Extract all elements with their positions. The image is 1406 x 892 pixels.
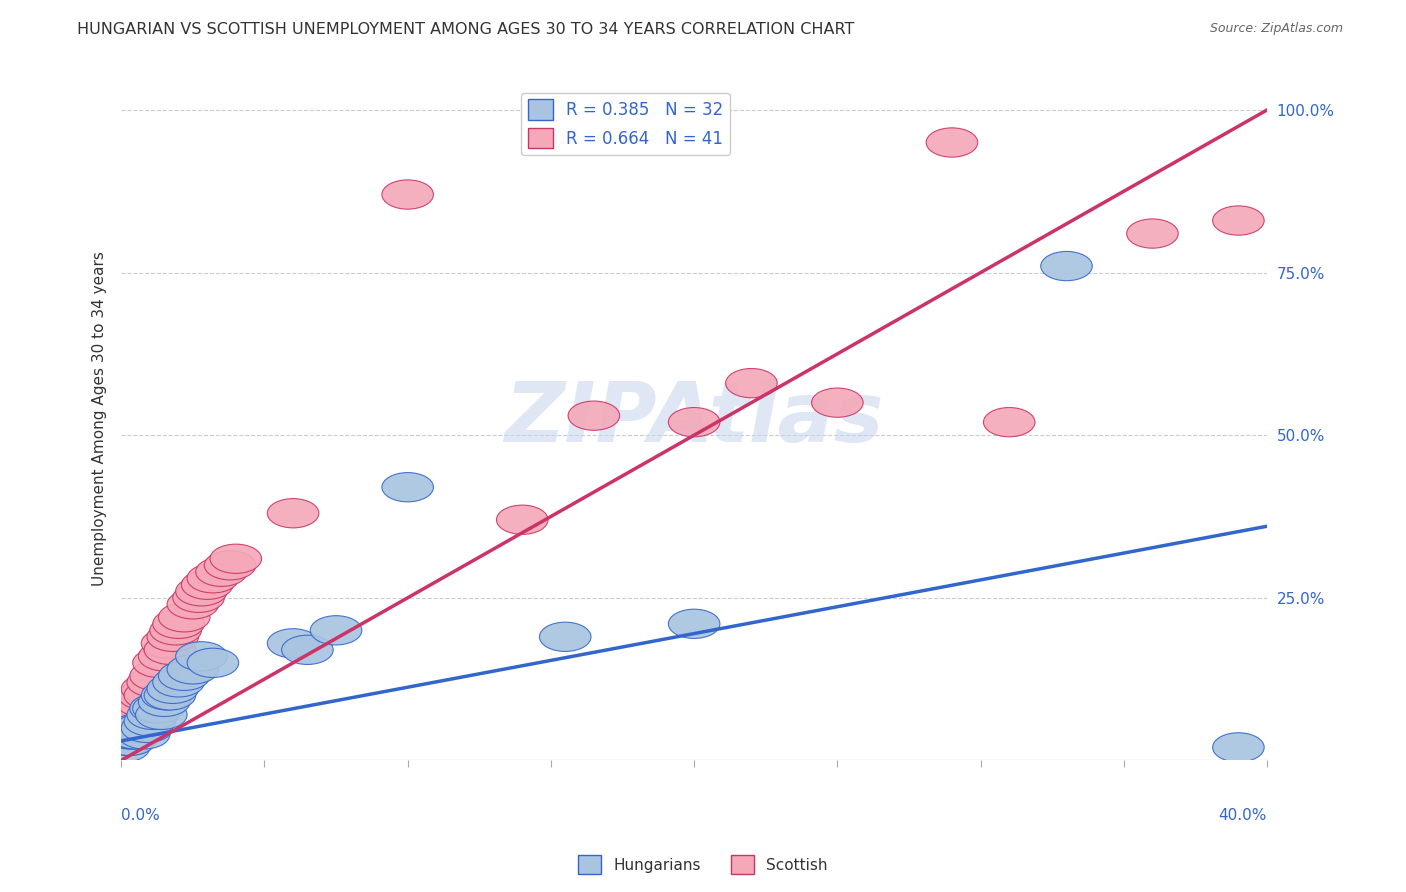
Ellipse shape xyxy=(1212,732,1264,762)
Ellipse shape xyxy=(1126,219,1178,248)
Ellipse shape xyxy=(104,726,156,756)
Text: HUNGARIAN VS SCOTTISH UNEMPLOYMENT AMONG AGES 30 TO 34 YEARS CORRELATION CHART: HUNGARIAN VS SCOTTISH UNEMPLOYMENT AMONG… xyxy=(77,22,855,37)
Ellipse shape xyxy=(104,714,156,742)
Legend: R = 0.385   N = 32, R = 0.664   N = 41: R = 0.385 N = 32, R = 0.664 N = 41 xyxy=(520,93,730,155)
Ellipse shape xyxy=(311,615,361,645)
Ellipse shape xyxy=(98,714,150,742)
Ellipse shape xyxy=(209,544,262,574)
Ellipse shape xyxy=(107,720,159,749)
Ellipse shape xyxy=(132,694,184,723)
Ellipse shape xyxy=(267,499,319,528)
Ellipse shape xyxy=(135,700,187,730)
Ellipse shape xyxy=(98,732,150,762)
Ellipse shape xyxy=(382,180,433,209)
Ellipse shape xyxy=(129,661,181,690)
Ellipse shape xyxy=(104,720,156,749)
Text: 40.0%: 40.0% xyxy=(1219,808,1267,823)
Ellipse shape xyxy=(115,687,167,716)
Ellipse shape xyxy=(568,401,620,430)
Ellipse shape xyxy=(195,558,247,586)
Ellipse shape xyxy=(121,714,173,742)
Ellipse shape xyxy=(204,550,256,580)
Ellipse shape xyxy=(167,655,218,684)
Ellipse shape xyxy=(540,623,591,651)
Ellipse shape xyxy=(127,668,179,697)
Ellipse shape xyxy=(145,635,195,665)
Legend: Hungarians, Scottish: Hungarians, Scottish xyxy=(572,849,834,880)
Ellipse shape xyxy=(1040,252,1092,281)
Ellipse shape xyxy=(101,706,153,736)
Ellipse shape xyxy=(112,694,165,723)
Ellipse shape xyxy=(187,648,239,677)
Ellipse shape xyxy=(115,714,167,742)
Ellipse shape xyxy=(138,687,190,716)
Ellipse shape xyxy=(110,687,162,716)
Ellipse shape xyxy=(148,674,198,704)
Ellipse shape xyxy=(148,623,198,651)
Ellipse shape xyxy=(107,706,159,736)
Ellipse shape xyxy=(141,681,193,710)
Ellipse shape xyxy=(110,720,162,749)
Ellipse shape xyxy=(176,576,228,606)
Ellipse shape xyxy=(176,641,228,671)
Ellipse shape xyxy=(104,700,156,730)
Ellipse shape xyxy=(153,609,204,639)
Ellipse shape xyxy=(121,674,173,704)
Ellipse shape xyxy=(668,408,720,437)
Ellipse shape xyxy=(382,473,433,502)
Ellipse shape xyxy=(124,706,176,736)
Text: 0.0%: 0.0% xyxy=(121,808,160,823)
Text: ZIPAtlas: ZIPAtlas xyxy=(505,378,884,459)
Ellipse shape xyxy=(281,635,333,665)
Ellipse shape xyxy=(167,590,218,619)
Ellipse shape xyxy=(145,681,195,710)
Ellipse shape xyxy=(267,629,319,658)
Ellipse shape xyxy=(110,700,162,730)
Ellipse shape xyxy=(496,505,548,534)
Ellipse shape xyxy=(150,615,201,645)
Ellipse shape xyxy=(159,661,209,690)
Ellipse shape xyxy=(101,726,153,756)
Ellipse shape xyxy=(173,583,225,613)
Ellipse shape xyxy=(118,720,170,749)
Ellipse shape xyxy=(112,714,165,742)
Ellipse shape xyxy=(159,603,209,632)
Ellipse shape xyxy=(129,694,181,723)
Ellipse shape xyxy=(725,368,778,398)
Ellipse shape xyxy=(811,388,863,417)
Ellipse shape xyxy=(153,668,204,697)
Ellipse shape xyxy=(141,629,193,658)
Ellipse shape xyxy=(927,128,977,157)
Text: Source: ZipAtlas.com: Source: ZipAtlas.com xyxy=(1209,22,1343,36)
Ellipse shape xyxy=(124,681,176,710)
Ellipse shape xyxy=(118,681,170,710)
Y-axis label: Unemployment Among Ages 30 to 34 years: Unemployment Among Ages 30 to 34 years xyxy=(93,252,107,586)
Ellipse shape xyxy=(187,564,239,593)
Ellipse shape xyxy=(1212,206,1264,235)
Ellipse shape xyxy=(132,648,184,677)
Ellipse shape xyxy=(127,700,179,730)
Ellipse shape xyxy=(138,641,190,671)
Ellipse shape xyxy=(983,408,1035,437)
Ellipse shape xyxy=(181,570,233,599)
Ellipse shape xyxy=(668,609,720,639)
